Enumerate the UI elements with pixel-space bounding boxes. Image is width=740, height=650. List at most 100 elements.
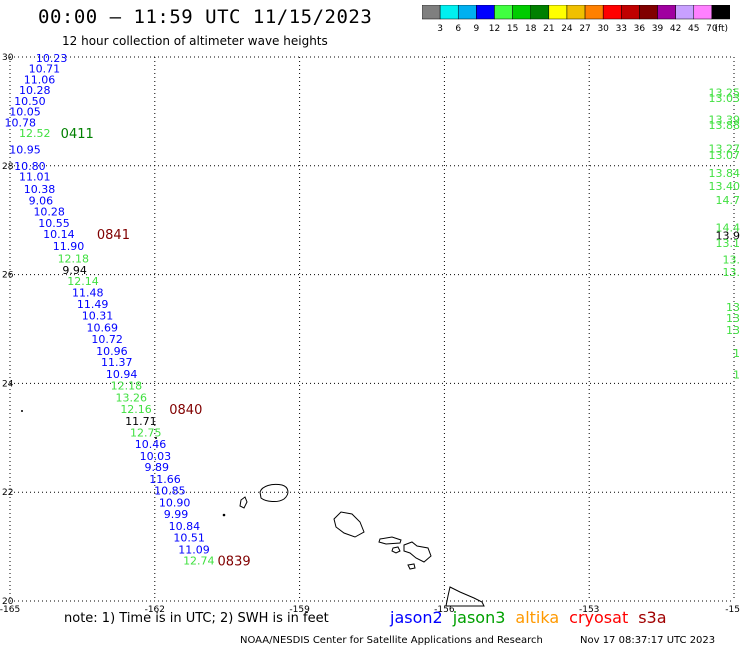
wave-height-value: 10.78 bbox=[4, 116, 36, 129]
wave-height-value: 12.74 bbox=[183, 555, 215, 568]
wave-height-value: 13.07 bbox=[709, 149, 740, 162]
scale-swatch bbox=[566, 5, 586, 20]
island-niihau bbox=[239, 496, 248, 509]
lon-label: -153 bbox=[579, 605, 599, 615]
wave-height-value: 10.05 bbox=[9, 105, 41, 118]
scale-swatch bbox=[548, 5, 568, 20]
lat-label: 20 bbox=[2, 597, 14, 607]
scale-label: 39 bbox=[652, 24, 664, 34]
wave-height-value: 13.40 bbox=[709, 180, 740, 193]
scale-label: 70 bbox=[706, 24, 718, 34]
wave-height-value: 10.51 bbox=[173, 531, 205, 544]
scale-label: 21 bbox=[543, 24, 554, 34]
wave-height-value: 10.55 bbox=[38, 217, 69, 230]
wave-height-value: 10.28 bbox=[19, 84, 51, 97]
scale-swatch bbox=[621, 5, 640, 20]
scale-label: 36 bbox=[634, 24, 646, 34]
lon-label: -156 bbox=[434, 605, 455, 615]
scale-swatch bbox=[457, 5, 477, 20]
wave-height-value: 13.9 bbox=[716, 229, 740, 242]
lon-label: -162 bbox=[145, 605, 165, 615]
page-subtitle: 12 hour collection of altimeter wave hei… bbox=[62, 34, 328, 48]
wave-height-value: 10.96 bbox=[96, 345, 128, 358]
wave-height-value: 10.80 bbox=[14, 160, 45, 173]
wave-height-value: 11.06 bbox=[24, 73, 56, 86]
island-kahoolawe bbox=[407, 563, 416, 570]
scale-swatch bbox=[675, 5, 695, 20]
scale-label: 33 bbox=[616, 24, 627, 34]
wave-height-value: 10.46 bbox=[135, 438, 167, 451]
axis-labels: 30 28 26 24 22 20-165 -162 -159 -156 -153 -15 bbox=[0, 53, 740, 615]
legend-entry: altika bbox=[515, 608, 560, 627]
wave-height-value: 11.71 bbox=[125, 415, 157, 428]
scale-label: 6 bbox=[455, 24, 461, 34]
wave-height-value: 11.49 bbox=[77, 298, 109, 311]
wave-height-value: 13.27 bbox=[709, 142, 740, 155]
wave-height-value: 9.99 bbox=[164, 508, 189, 521]
wave-height-value: 10.03 bbox=[140, 450, 172, 463]
wave-height-value: 13.39 bbox=[709, 114, 740, 127]
wave-height-value: 13.1 bbox=[716, 237, 740, 250]
pass-time-labels: 0411 0841 0840 0839 bbox=[61, 127, 251, 570]
credit-line: NOAA/NESDIS Center for Satellite Applica… bbox=[240, 635, 543, 646]
wave-height-value: 13 bbox=[726, 312, 740, 325]
scale-swatch bbox=[476, 5, 495, 20]
wave-height-value: 13 bbox=[726, 301, 740, 314]
wave-height-value: 14.4 bbox=[716, 221, 740, 234]
scale-swatch bbox=[657, 5, 676, 20]
scale-swatch bbox=[711, 5, 730, 20]
lon-label: -165 bbox=[0, 605, 20, 615]
lat-label: 24 bbox=[2, 379, 14, 389]
wave-height-value: 12.18 bbox=[58, 252, 90, 265]
wave-height-value: 10.38 bbox=[24, 183, 56, 196]
scale-swatch bbox=[439, 5, 459, 20]
lat-label: 26 bbox=[2, 271, 14, 281]
wave-height-value: 10.23 bbox=[36, 52, 68, 65]
legend-entry: jason2 bbox=[390, 608, 443, 627]
lon-label: -15 bbox=[725, 605, 740, 615]
lat-label: 30 bbox=[2, 53, 14, 63]
wave-height-value: 13 bbox=[726, 324, 740, 337]
wave-height-value: 1 bbox=[733, 347, 740, 360]
scale-unit: (ft) bbox=[714, 24, 728, 34]
wave-height-value: 10.69 bbox=[87, 321, 119, 334]
wave-height-value: 10.95 bbox=[9, 143, 41, 156]
legend-entry: jason3 bbox=[452, 608, 506, 627]
island-kauai bbox=[259, 483, 289, 502]
generated-timestamp: Nov 17 08:37:17 UTC 2023 bbox=[580, 635, 716, 646]
wave-height-value: 11.37 bbox=[101, 356, 133, 369]
wave-height-value: 11.09 bbox=[178, 543, 210, 556]
wave-height-value: 10.31 bbox=[82, 309, 114, 322]
wave-height-value: 12.14 bbox=[67, 275, 99, 288]
scale-label: 18 bbox=[525, 24, 537, 34]
pass-time-label: 0841 bbox=[97, 228, 130, 243]
wave-height-value: 11.90 bbox=[53, 240, 85, 253]
graticule-grid bbox=[9, 56, 735, 602]
scale-label: 30 bbox=[597, 24, 609, 34]
pass-time-label: 0839 bbox=[218, 555, 251, 570]
wave-height-value: 12.75 bbox=[130, 426, 162, 439]
scale-swatch bbox=[584, 5, 604, 20]
wave-height-value: 9.89 bbox=[144, 461, 169, 474]
scale-label: 12 bbox=[489, 24, 500, 34]
scale-label: 3 bbox=[437, 24, 443, 34]
wave-height-value: 10.50 bbox=[14, 95, 45, 108]
wave-height-value: 13.03 bbox=[709, 92, 740, 105]
wave-height-value: 13.26 bbox=[115, 392, 147, 405]
lon-label: -159 bbox=[289, 605, 310, 615]
marker-dot bbox=[155, 437, 157, 439]
wave-height-value: 10.84 bbox=[169, 520, 201, 533]
altimeter-tracks: 10.2310.7111.0610.2810.5010.0510.7812.52… bbox=[4, 52, 740, 568]
page-title: 00:00 – 11:59 UTC 11/15/2023 bbox=[38, 6, 373, 28]
wave-height-value: 12.52 bbox=[19, 127, 51, 140]
wave-height-value: 11.66 bbox=[149, 473, 181, 486]
legend-entry: s3a bbox=[638, 608, 667, 627]
scale-label: 45 bbox=[688, 24, 699, 34]
wave-height-value: 13. bbox=[723, 253, 740, 266]
wave-height-value: 10.85 bbox=[154, 485, 186, 498]
scale-swatch bbox=[422, 5, 441, 20]
color-scale: 3 6 9 12 15 18 21 24 27 30 33 36 39 42 45 70(ft) bbox=[422, 5, 730, 34]
wave-height-value: 13.25 bbox=[709, 86, 740, 99]
wave-height-value: 13.88 bbox=[709, 119, 740, 132]
